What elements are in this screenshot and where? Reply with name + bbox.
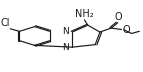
Text: O: O [114, 12, 122, 22]
Text: O: O [123, 25, 130, 35]
Text: N: N [63, 43, 69, 52]
Text: Cl: Cl [0, 18, 10, 28]
Text: NH₂: NH₂ [75, 9, 94, 19]
Text: N: N [63, 27, 69, 36]
